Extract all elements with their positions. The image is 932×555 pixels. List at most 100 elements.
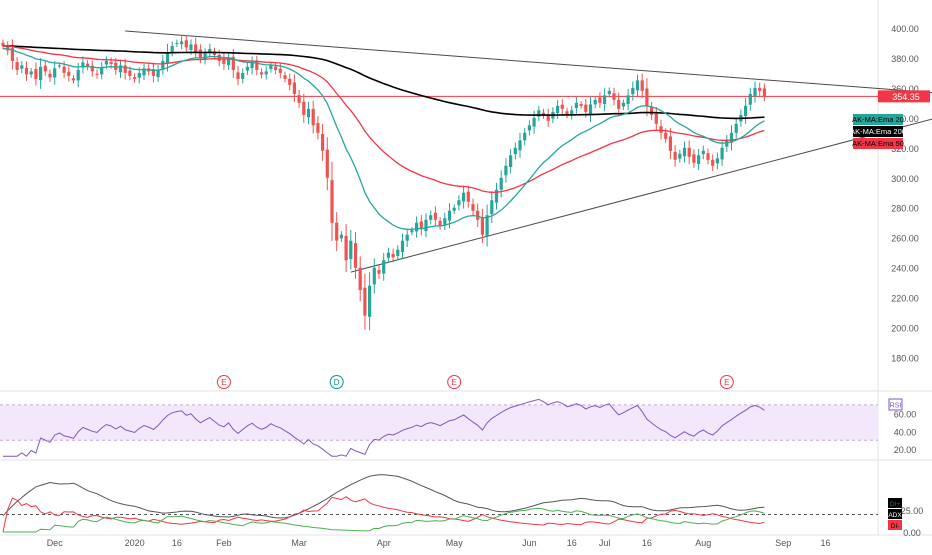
candle-body[interactable] — [706, 153, 710, 160]
candle-body[interactable] — [668, 136, 672, 151]
candle-body[interactable] — [161, 60, 165, 69]
candle-body[interactable] — [541, 112, 546, 115]
candle-body[interactable] — [476, 210, 480, 220]
candle-body[interactable] — [335, 222, 339, 241]
candle-body[interactable] — [62, 66, 66, 73]
ma-legend-tag[interactable] — [853, 114, 903, 125]
candle-body[interactable] — [184, 40, 188, 48]
candle-body[interactable] — [720, 147, 724, 160]
ema-200-line[interactable] — [3, 45, 765, 120]
candle-body[interactable] — [513, 147, 517, 155]
candle-body[interactable] — [95, 73, 99, 75]
candle-body[interactable] — [302, 101, 306, 115]
candle-body[interactable] — [86, 63, 90, 67]
candle-body[interactable] — [744, 105, 748, 117]
candle-body[interactable] — [438, 220, 442, 226]
candle-body[interactable] — [758, 87, 762, 91]
candle-body[interactable] — [556, 105, 560, 114]
candle-body[interactable] — [245, 66, 249, 71]
event-marker[interactable] — [329, 375, 344, 389]
candle-body[interactable] — [81, 62, 85, 68]
candle-body[interactable] — [208, 48, 212, 53]
candle-body[interactable] — [626, 95, 630, 105]
candle-body[interactable] — [593, 99, 597, 105]
candle-body[interactable] — [424, 219, 428, 232]
candle-body[interactable] — [90, 65, 94, 72]
adx-line[interactable] — [2, 474, 765, 519]
candle-body[interactable] — [283, 75, 287, 79]
ema-20-line[interactable] — [2, 48, 765, 231]
candle-body[interactable] — [344, 235, 348, 261]
candle-body[interactable] — [269, 65, 273, 70]
trendline-2[interactable] — [350, 115, 932, 273]
candle-body[interactable] — [255, 61, 259, 70]
rsi-tag[interactable] — [888, 398, 903, 411]
candle-body[interactable] — [57, 65, 61, 67]
candle-body[interactable] — [175, 42, 179, 44]
ema-50-line[interactable] — [2, 45, 765, 193]
candle-body[interactable] — [631, 87, 635, 95]
candle-body[interactable] — [349, 240, 353, 259]
candle-body[interactable] — [339, 234, 343, 239]
candle-body[interactable] — [574, 102, 578, 108]
candle-body[interactable] — [753, 87, 757, 97]
candle-body[interactable] — [419, 221, 423, 229]
di-minus-line[interactable] — [2, 496, 765, 533]
candle-body[interactable] — [429, 215, 433, 220]
candle-body[interactable] — [100, 66, 104, 75]
candle-body[interactable] — [462, 192, 466, 202]
candle-body[interactable] — [537, 110, 541, 117]
candle-body[interactable] — [504, 165, 508, 176]
candle-body[interactable] — [231, 56, 235, 70]
candle-body[interactable] — [137, 72, 141, 78]
candle-body[interactable] — [457, 200, 461, 206]
ma-legend-tag[interactable] — [853, 126, 903, 137]
candle-body[interactable] — [518, 140, 522, 151]
candle-body[interactable] — [452, 207, 456, 211]
candle-body[interactable] — [466, 191, 470, 202]
candle-body[interactable] — [170, 45, 174, 52]
candle-body[interactable] — [729, 132, 734, 143]
candle-body[interactable] — [391, 253, 395, 258]
candle-body[interactable] — [509, 155, 513, 167]
candle-body[interactable] — [29, 71, 33, 75]
trendline-1[interactable] — [125, 30, 932, 94]
candle-body[interactable] — [598, 97, 602, 103]
candle-body[interactable] — [645, 88, 649, 106]
candle-body[interactable] — [447, 210, 452, 221]
candle-body[interactable] — [71, 78, 76, 81]
candle-body[interactable] — [678, 153, 682, 159]
adx-tag[interactable] — [888, 520, 902, 530]
candle-body[interactable] — [34, 69, 38, 79]
candle-body[interactable] — [48, 73, 52, 78]
candle-body[interactable] — [241, 72, 245, 79]
candle-body[interactable] — [405, 234, 409, 241]
candle-body[interactable] — [682, 147, 687, 157]
candle-body[interactable] — [603, 95, 607, 105]
candle-body[interactable] — [485, 215, 489, 236]
candle-body[interactable] — [311, 108, 315, 126]
candle-body[interactable] — [133, 77, 137, 79]
candle-body[interactable] — [39, 66, 43, 81]
candle-body[interactable] — [353, 243, 358, 268]
candle-body[interactable] — [762, 88, 766, 97]
candle-body[interactable] — [650, 107, 654, 115]
adx-tag[interactable] — [888, 498, 902, 508]
candle-body[interactable] — [330, 180, 334, 223]
candle-body[interactable] — [664, 132, 668, 139]
candle-body[interactable] — [217, 54, 221, 61]
candle-body[interactable] — [288, 78, 292, 85]
candle-body[interactable] — [396, 249, 400, 256]
candle-body[interactable] — [236, 72, 240, 79]
candle-body[interactable] — [297, 95, 301, 103]
ma-legend-tag[interactable] — [853, 138, 903, 149]
candle-body[interactable] — [612, 93, 616, 100]
candle-body[interactable] — [565, 111, 569, 115]
candle-body[interactable] — [654, 113, 658, 124]
candle-body[interactable] — [151, 69, 155, 76]
candle-body[interactable] — [621, 102, 625, 107]
rsi-line[interactable] — [3, 398, 765, 457]
candle-body[interactable] — [697, 155, 701, 164]
